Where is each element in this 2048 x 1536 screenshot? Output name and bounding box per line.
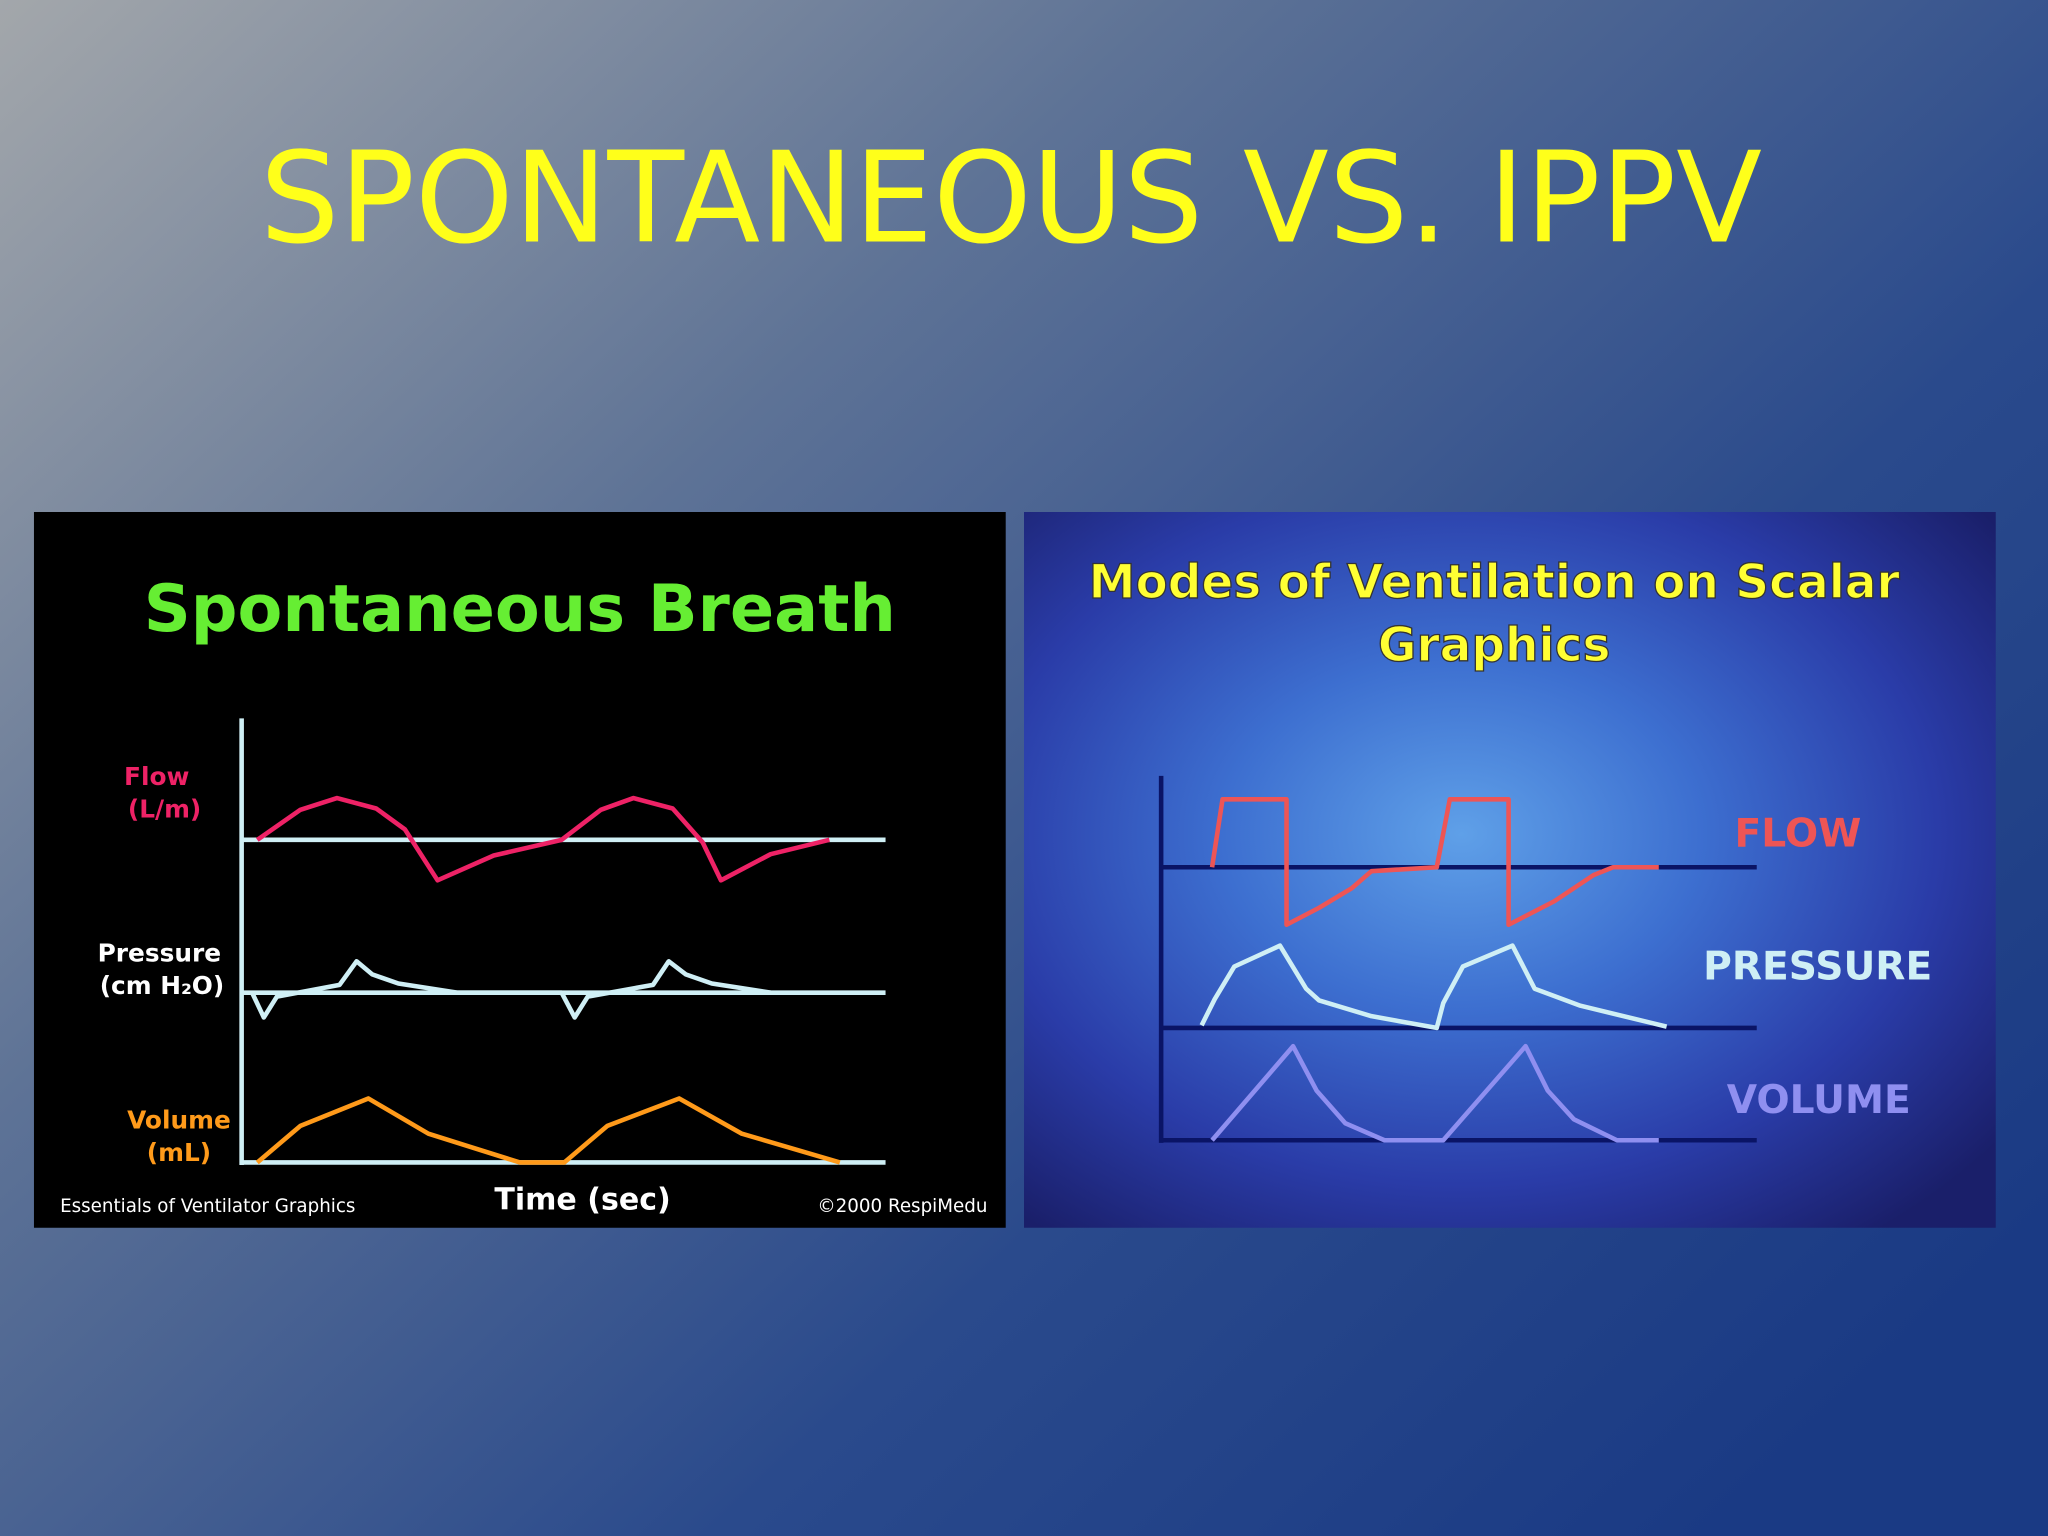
pressure-wave — [250, 959, 771, 1020]
panel-title-line: Modes of Ventilation on Scalar — [1089, 555, 1901, 610]
footer-right: ©2000 RespiMedu — [817, 1196, 987, 1217]
pressure-label: Pressure — [98, 938, 221, 967]
volume-label: VOLUME — [1727, 1078, 1911, 1123]
right-panel: Modes of Ventilation on Scalar Graphics … — [1024, 512, 1996, 1228]
panel-title: Spontaneous Breath — [144, 571, 896, 647]
pressure-label: PRESSURE — [1703, 945, 1932, 990]
volume-label: Volume — [127, 1105, 231, 1134]
volume-wave — [255, 1096, 841, 1165]
flow-label: Flow — [124, 762, 189, 791]
left-panel: Spontaneous Breath Flow (L/m) Pressure (… — [33, 512, 1006, 1228]
footer-left: Essentials of Ventilator Graphics — [60, 1196, 355, 1217]
flow-wave — [1209, 797, 1659, 928]
slide-title: SPONTANEOUS VS. IPPV — [260, 126, 1762, 272]
volume-wave — [1210, 1043, 1659, 1143]
volume-unit: (mL) — [147, 1138, 211, 1167]
flow-wave — [255, 795, 830, 883]
panel-bg — [33, 512, 1006, 1228]
flow-unit: (L/m) — [128, 795, 201, 824]
flow-label: FLOW — [1735, 811, 1862, 856]
x-axis-label: Time (sec) — [494, 1182, 670, 1217]
pressure-wave — [1199, 943, 1668, 1031]
pressure-unit: (cm H₂O) — [100, 971, 225, 1000]
panel-title-line: Graphics — [1378, 618, 1611, 673]
